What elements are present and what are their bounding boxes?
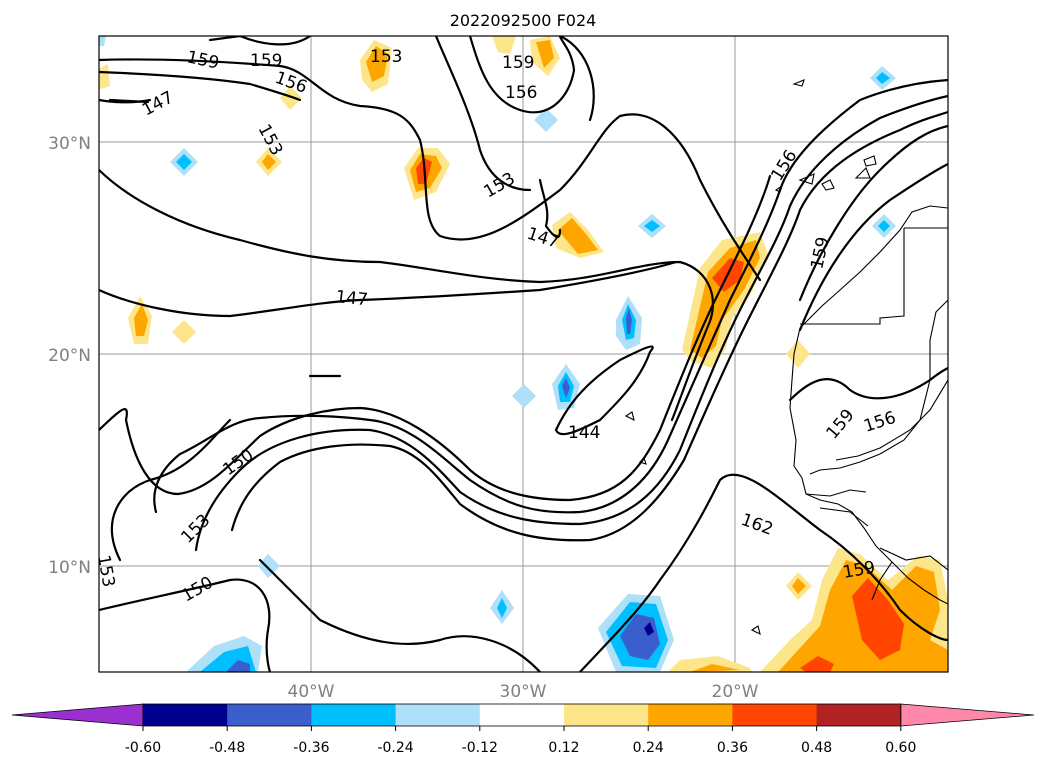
coastlines (624, 79, 948, 636)
cold-blob (626, 308, 632, 334)
warm-blob (280, 86, 302, 110)
lat-label-10n: 10°N (48, 558, 91, 578)
lat-label-30n: 30°N (48, 134, 91, 154)
colorbar-segment (227, 704, 312, 726)
colorbar: -0.60 -0.48 -0.36 -0.24 -0.12 0.12 0.24 0.36 0.4… (11, 703, 1035, 756)
map-title: 2022092500 F024 (450, 11, 597, 30)
colorbar-segment (143, 704, 228, 726)
gridlines (99, 36, 948, 672)
contour-label: 159 (250, 51, 282, 71)
cold-blob (534, 108, 558, 132)
colorbar-tick-label: 0.60 (885, 740, 916, 756)
colorbar-segment (479, 704, 565, 726)
colorbar-tick-label: -0.48 (209, 740, 245, 756)
warm-blob (366, 46, 388, 82)
contour-label: 144 (568, 423, 600, 443)
cold-blob (878, 220, 890, 232)
contour-label: 156 (505, 83, 537, 103)
cold-blob (644, 622, 654, 636)
colorbar-segment (564, 704, 649, 726)
contour-label: 153 (93, 553, 118, 588)
warm-blob (852, 578, 904, 660)
contour-label: 159 (502, 53, 534, 73)
lon-label-40w: 40°W (288, 682, 335, 702)
warm-blob (786, 340, 810, 368)
colorbar-tick-label: -0.60 (125, 740, 161, 756)
colorbar-tick-label: -0.36 (293, 740, 329, 756)
cold-blob (876, 72, 890, 84)
cold-blob (497, 598, 507, 618)
colorbar-segment (732, 704, 818, 726)
warm-blob (99, 64, 110, 90)
warm-blob (134, 304, 148, 336)
map-area: 159 159 156 147 153 153 159 156 153 147 … (93, 36, 948, 672)
cold-blob (176, 154, 192, 170)
colorbar-segment (816, 704, 902, 726)
warm-blob (690, 664, 740, 672)
cold-blob (226, 660, 250, 672)
colorbar-tick-label: -0.12 (462, 740, 498, 756)
lon-labels: 40°W 30°W 20°W (288, 682, 759, 702)
warm-blob (262, 154, 276, 170)
lat-label-20n: 20°N (48, 346, 91, 366)
warm-blob (492, 36, 516, 54)
cold-anomaly-fills (99, 36, 896, 672)
colorbar-tick-label: 0.24 (633, 740, 664, 756)
warm-blob (536, 40, 554, 68)
cold-blob (512, 384, 536, 408)
cold-blob (562, 378, 570, 398)
warm-blob (668, 656, 752, 672)
cold-blob (258, 554, 280, 578)
warm-blob (800, 656, 834, 672)
colorbar-extend-max (900, 703, 1035, 727)
colorbar-tick-label: -0.24 (377, 740, 413, 756)
warm-blob (558, 218, 598, 254)
warm-blob (792, 578, 806, 594)
cold-blob (99, 36, 106, 46)
colorbar-segment (648, 704, 733, 726)
colorbar-segment (395, 704, 481, 726)
map-frame (98, 35, 949, 673)
colorbar-outline (142, 703, 902, 727)
colorbar-tick-label: 0.12 (548, 740, 579, 756)
lon-label-30w: 30°W (500, 682, 547, 702)
lat-labels: 30°N 20°N 10°N (48, 134, 91, 578)
cold-blob (644, 220, 660, 232)
colorbar-tick-label: 0.48 (801, 740, 832, 756)
colorbar-segment (311, 704, 397, 726)
colorbar-tick-label: 0.36 (717, 740, 748, 756)
warm-blob (172, 320, 196, 344)
lon-label-20w: 20°W (712, 682, 759, 702)
colorbar-extend-min (11, 703, 144, 727)
contour-label: 153 (370, 47, 402, 67)
contour-label: 147 (334, 287, 368, 310)
height-contours (99, 36, 948, 672)
